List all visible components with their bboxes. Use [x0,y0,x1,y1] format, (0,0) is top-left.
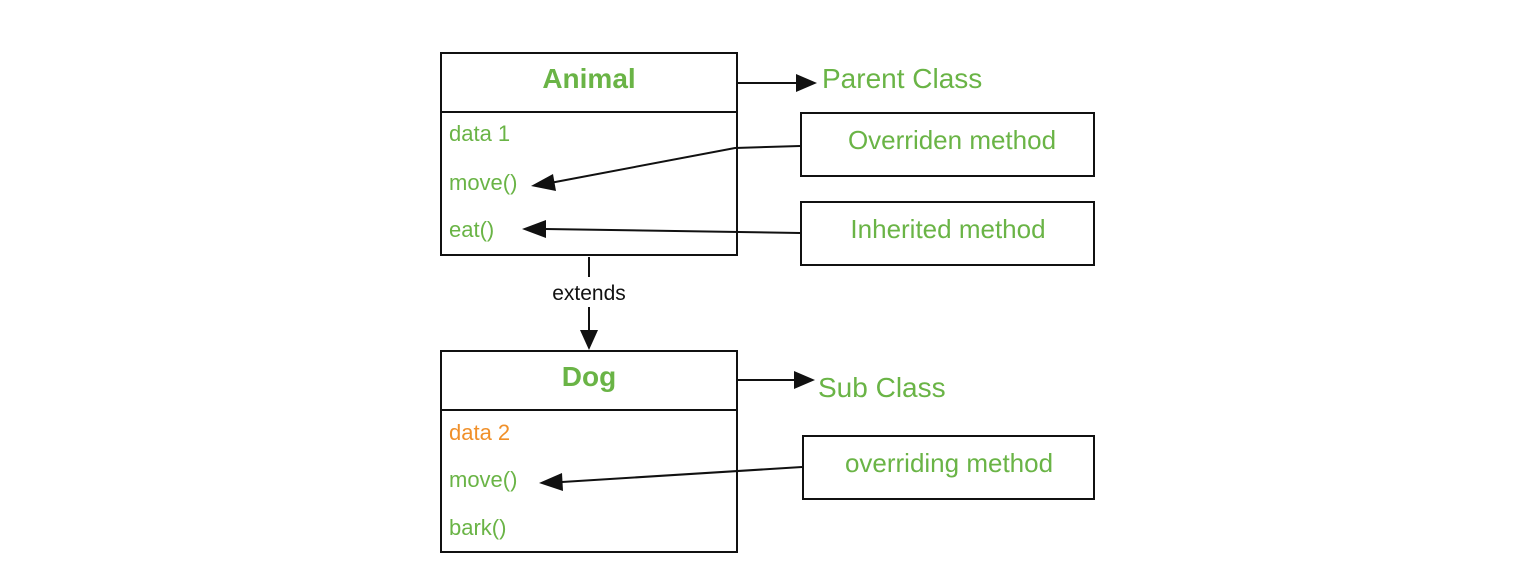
sub-class-box: Dog data 2 move() bark() [440,350,738,553]
inherited-callout-box [800,201,1095,266]
overriden-callout-text: Overriden method [848,125,1056,155]
inherited-method-callout: Inherited method [522,201,1095,266]
overriden-method-callout: Overriden method [531,112,1095,191]
overriden-arrowhead [531,174,556,191]
overriden-connector [549,145,801,184]
sub-member-data-2: data 2 [449,420,510,445]
parent-member-eat: eat() [449,217,494,242]
parent-member-data-1: data 1 [449,121,510,146]
extends-label: extends [552,282,626,305]
overriding-method-callout: overriding method [539,435,1095,500]
overriding-callout-text: overriding method [845,448,1053,478]
sub-class-frame [440,350,738,553]
overriden-callout-box [800,112,1095,177]
parent-member-move: move() [449,170,517,195]
inherited-callout-text: Inherited method [850,214,1045,244]
sub-member-move: move() [449,467,517,492]
parent-class-frame [440,52,738,256]
extends-arrow: extends [552,257,626,350]
extends-arrowhead [580,330,598,350]
parent-class-box: Animal data 1 move() eat() [440,52,738,256]
overriding-connector [561,466,803,483]
inherited-connector [544,228,801,234]
parent-class-label: Parent Class [822,63,982,94]
sub-class-name: Dog [562,361,616,392]
parent-class-name: Animal [542,63,635,94]
parent-class-pointer: Parent Class [738,63,982,94]
sub-class-pointer: Sub Class [738,371,946,403]
sub-pointer-arrowhead [794,371,815,389]
overriding-arrowhead [539,473,563,491]
parent-pointer-arrowhead [796,74,817,92]
sub-class-label: Sub Class [818,372,946,403]
sub-member-bark: bark() [449,515,506,540]
inherited-arrowhead [522,220,546,238]
overriding-callout-box [802,435,1095,500]
